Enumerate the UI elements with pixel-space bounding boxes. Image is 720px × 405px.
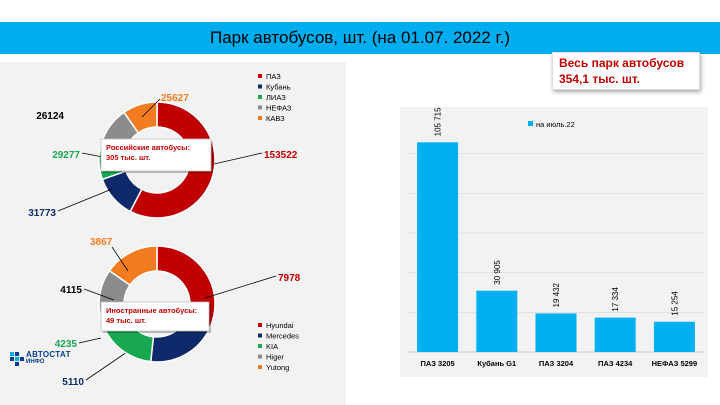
pie2-slice-4 — [108, 245, 158, 287]
bar-1 — [476, 290, 518, 352]
pie1-value-label-0: 153522 — [264, 150, 298, 161]
logo-icon — [10, 352, 24, 366]
pie2-legend-label-1: Mercedes — [266, 332, 299, 341]
total-fleet-line1: Весь парк автобусов — [559, 56, 685, 70]
pie1-leader-1 — [57, 188, 113, 212]
pie1-legend-swatch-0 — [258, 74, 262, 78]
logo: АВТОСТАТ ИНФО — [10, 350, 70, 374]
pie2-legend-swatch-0 — [258, 323, 262, 327]
bar-4 — [653, 321, 695, 352]
logo-subtext: ИНФО — [26, 359, 45, 365]
pie2-leader-1 — [85, 349, 131, 381]
pie2-legend-swatch-2 — [258, 344, 262, 348]
bar-value-label-0: 105 715 — [434, 107, 443, 136]
pie1-leader-4 — [141, 98, 161, 118]
pie1-legend-swatch-1 — [258, 84, 262, 89]
pie2-legend-label-2: KIA — [266, 342, 278, 351]
pie2-legend-swatch-3 — [258, 354, 262, 359]
pie1-leader-0 — [213, 152, 263, 165]
pie2-leader-3 — [83, 288, 115, 301]
pie1-legend-swatch-2 — [258, 95, 262, 99]
bar-0 — [417, 142, 459, 352]
bar-value-label-4: 15 254 — [670, 291, 679, 316]
total-fleet-box: Весь парк автобусов 354,1 тыс. шт. — [552, 52, 700, 90]
pie2-value-label-2: 4235 — [55, 339, 78, 350]
bar-category-label-1: Кубань G1 — [477, 359, 516, 368]
pie1-legend-swatch-3 — [258, 105, 262, 110]
bar-3 — [594, 317, 636, 352]
pie1-value-label-4: 25627 — [161, 93, 189, 104]
bar-legend-label: на июль.22 — [536, 120, 575, 129]
pie2-leader-4 — [111, 246, 129, 272]
pie2-legend-swatch-4 — [258, 365, 262, 369]
pie2-value-label-0: 7978 — [278, 273, 301, 284]
bar-category-label-0: ПАЗ 3205 — [420, 359, 454, 368]
pie2-value-label-3: 4115 — [60, 285, 82, 296]
bar-legend-swatch — [528, 121, 533, 126]
pie1-legend-label-0: ПАЗ — [266, 72, 281, 81]
pie2-value-label-1: 5110 — [62, 377, 84, 388]
bar-2 — [535, 313, 577, 352]
pie1-legend-label-4: КАВЗ — [266, 114, 285, 123]
title-bar — [0, 22, 720, 54]
pie2-legend-label-0: Hyundai — [266, 321, 294, 330]
pie2-leader-2 — [78, 337, 102, 344]
pie2-legend-swatch-1 — [258, 333, 262, 338]
pie1-legend-swatch-4 — [258, 116, 262, 120]
pie2-callout-box — [100, 301, 210, 332]
bar-category-label-4: НЕФАЗ 5299 — [652, 359, 698, 368]
bar-value-label-2: 19 432 — [552, 282, 561, 307]
page-title: Парк автобусов, шт. (на 01.07. 2022 г.) — [210, 28, 510, 47]
pie2-legend-label-4: Yutong — [266, 363, 289, 372]
pie1-legend-label-2: ЛИАЗ — [266, 93, 286, 102]
total-fleet-line2: 354,1 тыс. шт. — [559, 72, 640, 86]
pie2-callout-line-1: 49 тыс. шт. — [106, 316, 146, 325]
pie1-value-label-3: 26124 — [36, 111, 64, 122]
bar-value-label-3: 17 334 — [611, 287, 620, 312]
bar-category-label-3: ПАЗ 4234 — [598, 359, 633, 368]
pie1-legend-label-1: Кубань — [266, 83, 291, 92]
logo-text: АВТОСТАТ — [26, 350, 71, 359]
pie1-callout-line-1: 305 тыс. шт. — [106, 153, 150, 162]
pie1-callout-line-0: Российские автобусы: — [106, 143, 190, 152]
pie1-value-label-1: 31773 — [28, 208, 56, 219]
pie2-legend-label-3: Higer — [266, 353, 284, 362]
pie2-callout-line-0: Иностранные автобусы: — [106, 306, 197, 315]
pie2-value-label-4: 3867 — [90, 237, 113, 248]
pie1-leader-2 — [81, 152, 104, 158]
bar-value-label-1: 30 905 — [493, 260, 502, 285]
pie1-callout-box — [100, 138, 212, 172]
pie1-legend-label-3: НЕФАЗ — [266, 104, 292, 113]
bar-category-label-2: ПАЗ 3204 — [539, 359, 574, 368]
pie2-leader-0 — [204, 275, 277, 299]
pie1-value-label-2: 29277 — [52, 150, 80, 161]
